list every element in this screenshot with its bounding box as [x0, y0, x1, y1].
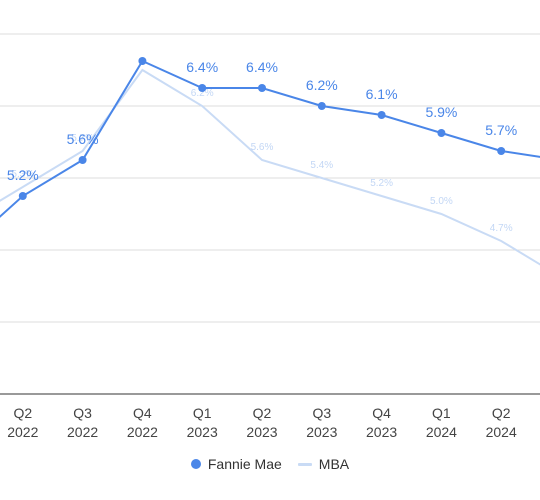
data-label-mba: 5.2% [370, 178, 393, 189]
data-label-fannie-mae: 6.4% [246, 59, 278, 75]
x-tick-label-quarter: Q2 [492, 405, 511, 421]
x-tick-label-quarter: Q4 [133, 405, 152, 421]
legend-label-fannie-mae: Fannie Mae [207, 456, 282, 472]
data-label-mba: 5.3% [11, 169, 34, 180]
legend: Fannie Mae MBA [0, 456, 540, 472]
data-point-fannie-mae [138, 57, 147, 65]
x-tick-label-year: 2022 [67, 424, 98, 440]
data-label-fannie-mae: 5.2% [7, 167, 39, 183]
data-point-fannie-mae [317, 102, 326, 110]
data-point-fannie-mae [258, 84, 266, 92]
data-point-fannie-mae [437, 129, 446, 137]
data-point-fannie-mae [18, 192, 27, 200]
x-tick-label-year: 2023 [246, 424, 277, 440]
data-label-mba: 5.4% [310, 160, 333, 171]
data-label-mba: 5.6% [251, 142, 274, 153]
data-label-fannie-mae: 5.6% [67, 131, 99, 147]
legend-label-mba: MBA [318, 456, 350, 472]
data-point-fannie-mae [497, 147, 506, 155]
x-tick-label-year: 2024 [426, 424, 457, 440]
legend-marker-mba [297, 462, 312, 466]
x-tick-label-quarter: Q3 [312, 405, 331, 421]
x-tick-label-year: 2023 [306, 424, 337, 440]
x-tick-label-quarter: Q1 [432, 405, 451, 421]
x-tick-label-quarter: Q2 [13, 405, 32, 421]
x-tick-label-year: 2022 [127, 424, 158, 440]
data-label-mba: 5.0% [430, 196, 453, 207]
data-label-mba: 6.2% [191, 88, 214, 99]
x-tick-label-year: 2023 [366, 424, 397, 440]
x-tick-label-quarter: Q3 [73, 405, 92, 421]
data-point-fannie-mae [198, 84, 207, 92]
data-label-fannie-mae: 5.9% [425, 104, 457, 120]
series-line-mba [0, 68, 540, 266]
line-chart: Q2 2022 Q3 2022 Q4 2022 Q1 2023 Q2 2023 Q3 2023 Q4 20… [0, 33, 540, 440]
x-tick-label-year: 2022 [7, 424, 38, 440]
x-tick-label-quarter: Q1 [193, 405, 212, 421]
data-label-fannie-mae: 5.7% [485, 122, 517, 138]
legend-marker-fannie-mae [190, 459, 201, 469]
data-label-mba: 4.7% [490, 223, 513, 234]
data-label-fannie-mae: 6.1% [366, 86, 398, 102]
data-point-fannie-mae [377, 111, 386, 119]
data-label-fannie-mae: 6.4% [186, 59, 218, 75]
data-label-mba: 5.7% [71, 133, 94, 144]
legend-item-fannie-mae: Fannie Mae [190, 456, 282, 472]
x-tick-label-quarter: Q2 [253, 405, 272, 421]
x-tick-label-year: 2023 [187, 424, 218, 440]
data-label-fannie-mae: 6.2% [306, 77, 338, 93]
legend-item-mba: MBA [297, 456, 350, 472]
x-tick-label-year: 2024 [486, 424, 517, 440]
x-tick-label-quarter: Q4 [372, 405, 391, 421]
data-point-fannie-mae [78, 156, 87, 164]
